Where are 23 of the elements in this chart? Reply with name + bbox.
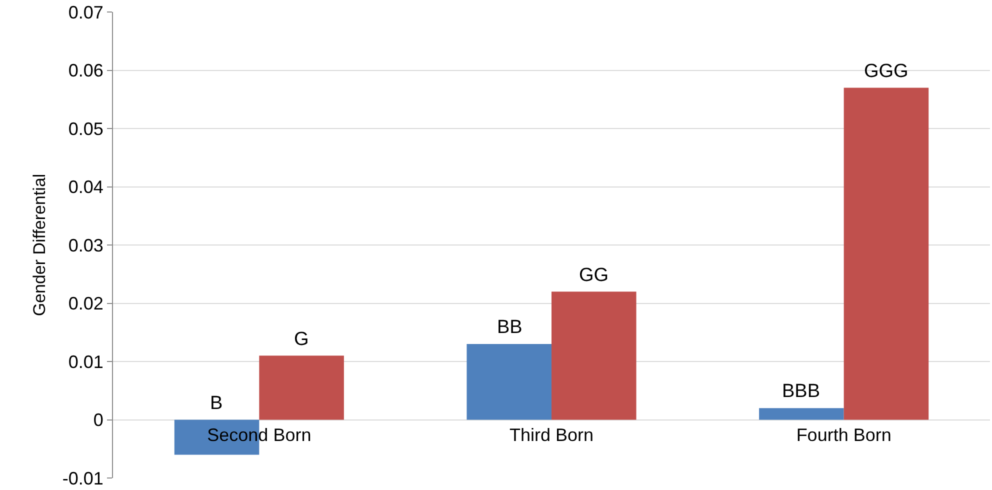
data-label: BBB <box>782 381 820 402</box>
y-tick-label: 0.07 <box>68 2 104 22</box>
bar <box>259 356 344 420</box>
y-tick-label: 0.05 <box>68 118 104 139</box>
x-tick-label: Third Born <box>509 424 594 445</box>
data-label: GGG <box>864 61 908 82</box>
data-label: G <box>294 329 309 350</box>
bar <box>552 292 636 420</box>
y-tick-label: 0.06 <box>68 60 104 81</box>
bar <box>759 408 844 420</box>
y-tick-label: 0.03 <box>68 235 104 256</box>
y-tick-label: -0.01 <box>62 468 104 488</box>
data-label: GG <box>579 265 609 286</box>
bar <box>844 88 929 420</box>
y-tick-label: 0 <box>93 410 104 430</box>
data-label: B <box>210 393 223 414</box>
y-tick-label: 0.02 <box>68 294 104 314</box>
y-tick-label: 0.01 <box>68 352 104 372</box>
x-tick-label: Fourth Born <box>796 424 892 445</box>
bar <box>466 344 552 420</box>
y-tick-label: 0.04 <box>68 177 104 198</box>
data-label: BB <box>497 317 522 338</box>
y-axis-title: Gender Differential <box>30 174 49 316</box>
